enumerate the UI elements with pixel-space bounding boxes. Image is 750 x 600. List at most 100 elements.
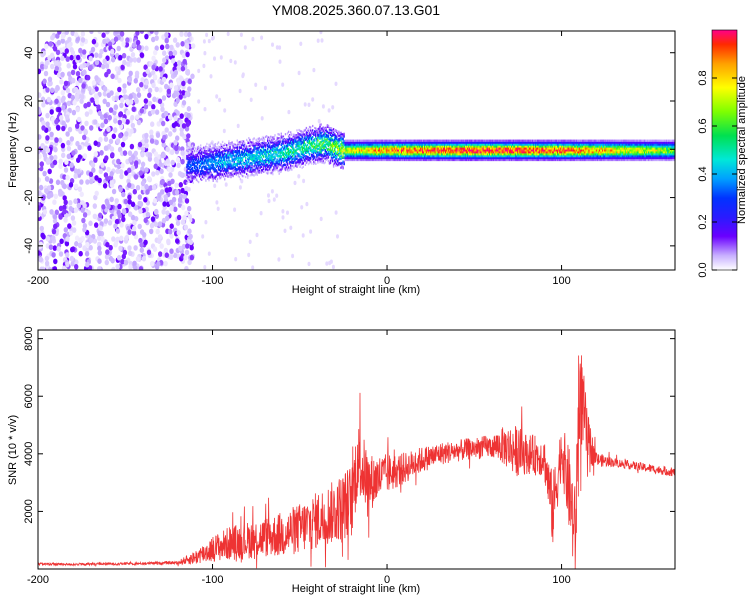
heatmap-cell: [233, 151, 235, 154]
heatmap-cell: [255, 159, 257, 162]
heatmap-cell: [250, 167, 252, 170]
heatmap-cell: [159, 243, 164, 249]
heatmap-cell: [209, 158, 211, 162]
heatmap-cell: [150, 121, 155, 127]
heatmap-cell: [270, 148, 272, 151]
heatmap-cell: [272, 158, 274, 161]
heatmap-cell: [359, 147, 361, 150]
heatmap-cell: [352, 145, 355, 148]
heatmap-cell: [196, 160, 199, 163]
heatmap-cell: [212, 167, 214, 170]
heatmap-cell: [381, 153, 383, 156]
heatmap-cell: [166, 88, 171, 95]
heatmap-cell: [220, 175, 223, 178]
heatmap-cell: [139, 31, 145, 34]
heatmap-cell: [62, 208, 67, 215]
heatmap-cell: [214, 170, 216, 173]
heatmap-cell: [155, 228, 160, 235]
heatmap-cell: [258, 142, 260, 145]
heatmap-cell: [342, 152, 344, 155]
heatmap-cell: [165, 43, 170, 50]
heatmap-cell: [353, 155, 356, 158]
heatmap-cell: [69, 162, 74, 168]
heatmap-cell: [295, 155, 297, 158]
heatmap-cell: [237, 175, 240, 178]
heatmap-cell: [211, 150, 213, 153]
heatmap-cell: [68, 200, 73, 206]
heatmap-cell: [334, 143, 336, 146]
heatmap-cell: [210, 174, 212, 177]
heatmap-cell: [286, 159, 289, 162]
heatmap-cell: [362, 151, 364, 154]
heatmap-cell: [198, 173, 201, 176]
heatmap-cell: [303, 141, 305, 145]
heatmap-cell: [383, 158, 385, 162]
heatmap-cell: [319, 130, 321, 133]
heatmap-cell: [263, 162, 266, 165]
heatmap-cell: [301, 146, 303, 149]
heatmap-cell: [234, 166, 236, 169]
heatmap-cell: [374, 151, 377, 154]
heatmap-cell: [363, 143, 365, 146]
heatmap-cell: [325, 133, 327, 136]
heatmap-cell: [350, 149, 353, 152]
heatmap-cell: [44, 176, 50, 182]
heatmap-cell: [52, 214, 58, 220]
heatmap-cell: [38, 177, 42, 183]
heatmap-cell: [85, 179, 90, 185]
heatmap-cell: [296, 129, 298, 132]
heatmap-cell: [315, 162, 317, 165]
heatmap-cell: [354, 153, 357, 156]
heatmap-cell: [225, 149, 227, 153]
heatmap-cell: [94, 222, 99, 228]
heatmap-cell: [282, 159, 285, 162]
heatmap-cell: [257, 155, 259, 158]
heatmap-cell: [38, 241, 44, 248]
heatmap-cell: [234, 145, 236, 148]
heatmap-cell: [354, 139, 357, 142]
heatmap-cell: [350, 155, 353, 158]
heatmap-cell: [371, 158, 374, 162]
heatmap-cell: [221, 159, 224, 163]
heatmap-cell: [275, 139, 277, 143]
heatmap-cell: [239, 153, 242, 156]
heatmap-cell: [188, 153, 190, 156]
heatmap-cell: [38, 153, 42, 160]
heatmap-cell: [38, 68, 42, 75]
heatmap-cell: [338, 139, 340, 142]
heatmap-cell: [363, 155, 365, 158]
heatmap-cell: [88, 244, 93, 251]
heatmap-cell: [272, 168, 274, 171]
heatmap-cell: [370, 151, 372, 154]
heatmap-cell: [367, 143, 369, 146]
heatmap-cell: [301, 135, 303, 139]
heatmap-cell: [262, 137, 265, 140]
heatmap-cell: [193, 164, 196, 167]
heatmap-cell: [351, 147, 354, 150]
heatmap-cell: [307, 150, 310, 153]
heatmap-cell: [305, 126, 308, 130]
heatmap-cell: [277, 152, 279, 155]
heatmap-cell: [73, 198, 78, 204]
heatmap-cell: [315, 158, 317, 161]
heatmap-cell: [212, 146, 214, 149]
heatmap-cell: [336, 142, 338, 146]
heatmap-cell: [254, 142, 256, 145]
heatmap-cell: [279, 170, 281, 174]
heatmap-cell: [256, 161, 258, 164]
heatmap-cell: [175, 42, 180, 48]
heatmap-cell: [284, 168, 287, 172]
heatmap-cell: [293, 147, 295, 150]
heatmap-cell: [291, 143, 293, 146]
heatmap-cell: [223, 156, 225, 159]
heatmap-cell: [336, 152, 338, 155]
heatmap-cell: [278, 150, 280, 153]
heatmap-cell: [124, 234, 129, 241]
heatmap-cell: [261, 143, 264, 146]
heatmap-cell: [234, 150, 236, 153]
heatmap-cell: [343, 141, 345, 144]
heatmap-cell: [154, 209, 159, 215]
heatmap-cell: [299, 41, 303, 46]
heatmap-cell: [308, 157, 311, 160]
heatmap-cell: [281, 215, 285, 220]
